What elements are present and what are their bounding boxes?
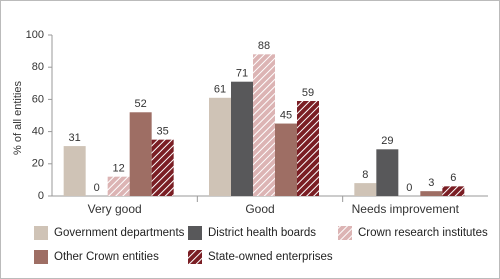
y-tick-label: 80 <box>32 61 44 73</box>
legend-swatch <box>188 250 202 264</box>
bar <box>209 97 231 196</box>
data-label: 71 <box>236 68 248 80</box>
legend-label: Government departments <box>54 227 185 239</box>
data-label: 29 <box>381 135 393 147</box>
data-label: 88 <box>258 40 270 52</box>
bar <box>129 112 152 196</box>
y-tick-label: 40 <box>32 126 44 138</box>
data-label: 61 <box>214 84 226 96</box>
bar <box>253 54 275 196</box>
data-label: 6 <box>450 172 456 184</box>
bar <box>275 123 297 196</box>
bar <box>151 139 174 196</box>
data-label: 0 <box>94 182 100 194</box>
data-label: 0 <box>406 182 412 194</box>
bar <box>354 183 377 196</box>
data-label: 3 <box>428 177 434 189</box>
data-label: 8 <box>362 169 368 181</box>
bar <box>107 176 130 196</box>
x-tick-label: Needs improvement <box>352 202 460 216</box>
legend-label: State-owned enterprises <box>208 251 333 263</box>
legend-swatch <box>34 250 48 264</box>
y-axis-label: % of all entities <box>12 81 24 155</box>
bar <box>376 149 399 196</box>
bar <box>63 146 86 196</box>
legend-swatch <box>188 226 202 240</box>
legend-label: Other Crown entities <box>54 251 159 263</box>
y-tick-label: 0 <box>38 190 44 202</box>
legend-swatch <box>34 226 48 240</box>
data-label: 52 <box>135 98 147 110</box>
legend-swatch <box>338 226 352 240</box>
y-tick-label: 60 <box>32 93 44 105</box>
legend-label: District health boards <box>208 227 316 239</box>
data-label: 35 <box>157 126 169 138</box>
bar <box>442 186 465 196</box>
x-tick-label: Good <box>245 202 274 216</box>
y-tick-label: 100 <box>26 29 44 41</box>
data-label: 59 <box>302 87 314 99</box>
bar <box>297 101 319 196</box>
x-tick-label: Very good <box>88 202 142 216</box>
y-tick-label: 20 <box>32 158 44 170</box>
data-label: 45 <box>280 109 292 121</box>
bar <box>420 191 443 196</box>
legend-label: Crown research institutes <box>358 227 488 239</box>
data-label: 12 <box>113 163 125 175</box>
data-label: 31 <box>69 132 81 144</box>
bar <box>231 81 253 196</box>
